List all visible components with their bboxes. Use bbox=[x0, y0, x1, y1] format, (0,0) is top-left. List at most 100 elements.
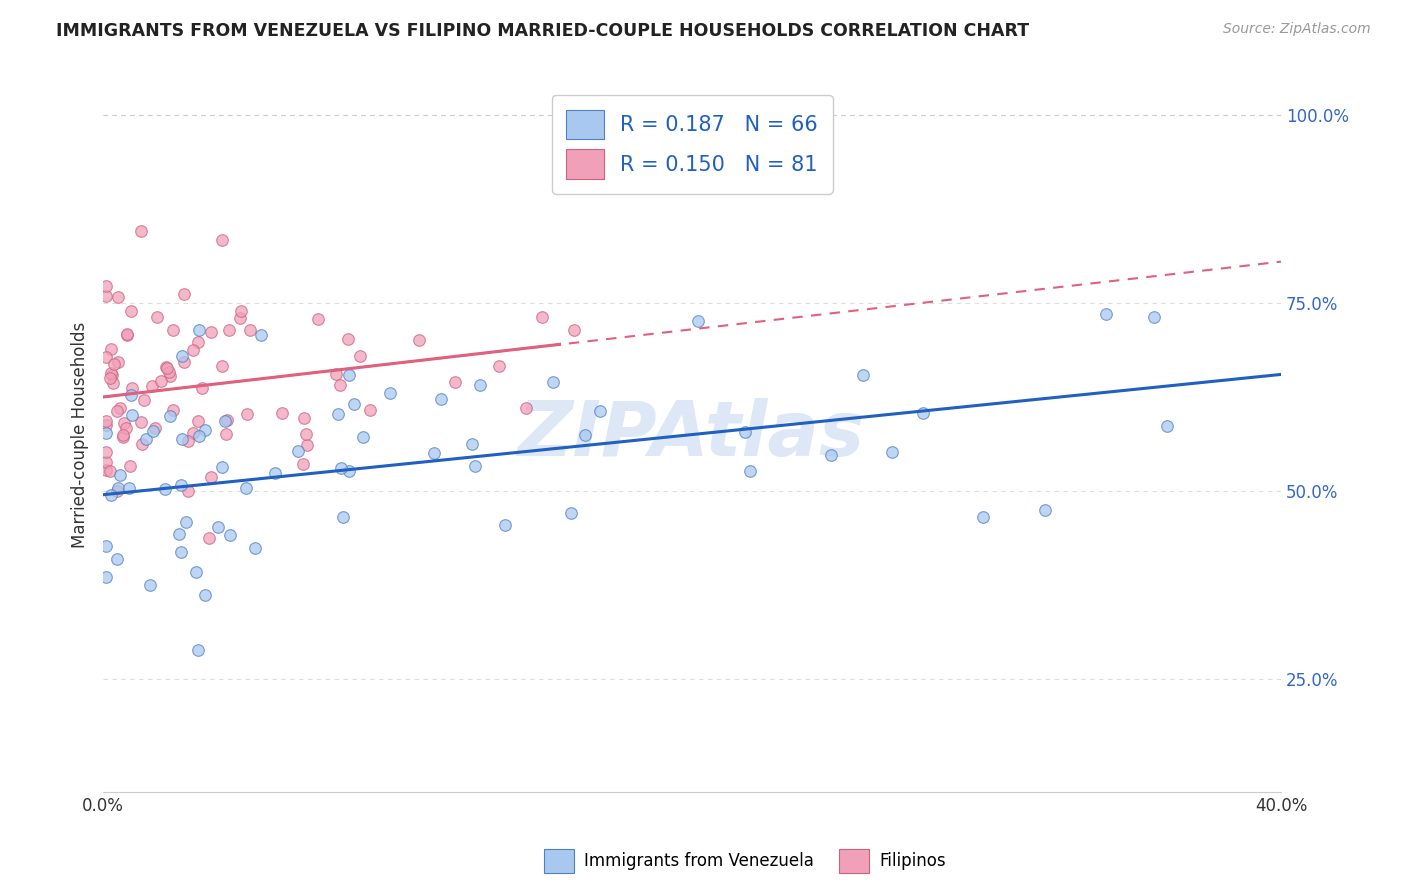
Y-axis label: Married-couple Households: Married-couple Households bbox=[72, 321, 89, 548]
Point bbox=[332, 510, 354, 524]
Point bbox=[219, 528, 242, 542]
Point bbox=[330, 461, 353, 475]
Point bbox=[541, 376, 564, 390]
Point bbox=[138, 578, 160, 592]
Point bbox=[214, 414, 236, 428]
Point bbox=[114, 421, 136, 435]
Point bbox=[162, 323, 184, 337]
Point bbox=[325, 367, 347, 381]
Point bbox=[1156, 419, 1178, 434]
Point bbox=[94, 570, 117, 584]
Point bbox=[112, 430, 135, 444]
Point bbox=[94, 414, 117, 428]
Point bbox=[100, 368, 122, 383]
Point bbox=[243, 541, 266, 555]
Point bbox=[94, 417, 117, 432]
Point bbox=[408, 333, 430, 347]
Point bbox=[211, 359, 233, 373]
Point bbox=[98, 463, 121, 477]
Point bbox=[337, 332, 360, 346]
Point bbox=[120, 304, 142, 318]
Point bbox=[105, 552, 128, 566]
Point bbox=[531, 310, 554, 324]
Point bbox=[562, 323, 585, 337]
Point bbox=[193, 423, 215, 437]
Point bbox=[177, 483, 200, 498]
Legend: R = 0.187   N = 66, R = 0.150   N = 81: R = 0.187 N = 66, R = 0.150 N = 81 bbox=[551, 95, 832, 194]
Point bbox=[589, 404, 612, 418]
Point bbox=[94, 463, 117, 477]
Point bbox=[94, 455, 117, 469]
Point bbox=[142, 425, 165, 439]
Point bbox=[560, 506, 582, 520]
Point bbox=[94, 350, 117, 364]
Point bbox=[112, 417, 135, 431]
Point bbox=[121, 408, 143, 422]
Point bbox=[380, 386, 402, 401]
Point bbox=[187, 335, 209, 350]
Point bbox=[295, 427, 318, 442]
Text: ZIPAtlas: ZIPAtlas bbox=[519, 398, 866, 472]
Text: Source: ZipAtlas.com: Source: ZipAtlas.com bbox=[1223, 22, 1371, 37]
Point bbox=[464, 459, 486, 474]
Point bbox=[349, 349, 371, 363]
Point bbox=[239, 323, 262, 337]
Point bbox=[187, 642, 209, 657]
Point bbox=[329, 378, 352, 392]
Point bbox=[880, 445, 903, 459]
Point bbox=[146, 310, 169, 324]
Point bbox=[186, 566, 208, 580]
Legend: Immigrants from Venezuela, Filipinos: Immigrants from Venezuela, Filipinos bbox=[537, 842, 953, 880]
Point bbox=[200, 325, 222, 339]
Point bbox=[461, 436, 484, 450]
Point bbox=[105, 404, 128, 418]
Point bbox=[574, 427, 596, 442]
Point bbox=[131, 415, 153, 429]
Point bbox=[187, 323, 209, 337]
Point bbox=[170, 349, 193, 363]
Point bbox=[215, 412, 238, 426]
Point bbox=[107, 289, 129, 303]
Point bbox=[115, 328, 138, 343]
Point bbox=[132, 392, 155, 407]
Point bbox=[120, 388, 142, 402]
Point bbox=[170, 478, 193, 492]
Point bbox=[115, 326, 138, 341]
Point bbox=[131, 437, 153, 451]
Point bbox=[105, 483, 128, 498]
Point bbox=[173, 355, 195, 369]
Point bbox=[94, 539, 117, 553]
Point bbox=[194, 588, 217, 602]
Point bbox=[135, 432, 157, 446]
Point bbox=[287, 444, 309, 458]
Point bbox=[100, 487, 122, 501]
Point bbox=[118, 459, 141, 474]
Point bbox=[207, 520, 229, 534]
Point bbox=[235, 481, 257, 495]
Point bbox=[159, 369, 181, 384]
Point bbox=[103, 357, 125, 371]
Point bbox=[101, 376, 124, 391]
Point bbox=[422, 445, 444, 459]
Point bbox=[337, 464, 360, 478]
Point bbox=[295, 438, 318, 452]
Point bbox=[155, 359, 177, 374]
Point bbox=[170, 545, 193, 559]
Point bbox=[111, 427, 134, 442]
Point bbox=[170, 432, 193, 446]
Point bbox=[211, 233, 233, 247]
Point bbox=[100, 342, 122, 356]
Point bbox=[173, 287, 195, 301]
Point bbox=[1143, 310, 1166, 325]
Point bbox=[198, 531, 221, 545]
Point bbox=[488, 359, 510, 373]
Point bbox=[141, 378, 163, 392]
Point bbox=[494, 518, 516, 533]
Point bbox=[820, 448, 842, 462]
Point bbox=[468, 377, 491, 392]
Point bbox=[107, 481, 129, 495]
Point bbox=[353, 430, 375, 444]
Point bbox=[852, 368, 875, 383]
Point bbox=[443, 375, 465, 389]
Point bbox=[686, 314, 709, 328]
